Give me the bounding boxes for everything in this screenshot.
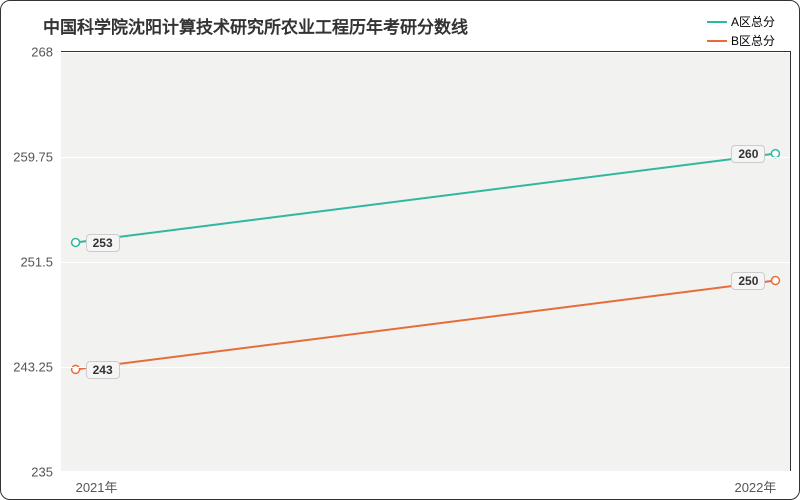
- legend-item: B区总分: [707, 32, 775, 49]
- plot-area: 235243.25251.5259.752682021年2022年2532602…: [61, 51, 791, 471]
- gridline: [61, 472, 790, 473]
- legend-label: A区总分: [731, 13, 775, 30]
- x-tick-label: 2021年: [76, 471, 118, 496]
- legend-item: A区总分: [707, 13, 775, 30]
- y-tick-label: 259.75: [13, 150, 61, 165]
- data-label: 250: [731, 272, 765, 290]
- chart-container: 中国科学院沈阳计算技术研究所农业工程历年考研分数线 A区总分 B区总分 235 24…: [0, 0, 800, 500]
- data-label: 243: [86, 361, 120, 379]
- series-line: [76, 281, 776, 370]
- series-marker: [72, 238, 80, 246]
- gridline: [61, 52, 790, 53]
- data-label: 260: [731, 145, 765, 163]
- series-line: [76, 154, 776, 243]
- y-tick-label: 251.5: [20, 255, 61, 270]
- chart-title: 中国科学院沈阳计算技术研究所农业工程历年考研分数线: [43, 13, 468, 38]
- legend: A区总分 B区总分: [707, 13, 775, 51]
- gridline: [61, 367, 790, 368]
- legend-label: B区总分: [731, 32, 775, 49]
- y-tick-label: 268: [31, 45, 61, 60]
- data-label: 253: [86, 234, 120, 252]
- series-marker: [771, 277, 779, 285]
- gridline: [61, 157, 790, 158]
- gridline: [61, 262, 790, 263]
- legend-line-icon: [707, 21, 727, 23]
- y-tick-label: 235: [31, 465, 61, 480]
- legend-line-icon: [707, 40, 727, 42]
- x-tick-label: 2022年: [734, 471, 776, 496]
- y-tick-label: 243.25: [13, 360, 61, 375]
